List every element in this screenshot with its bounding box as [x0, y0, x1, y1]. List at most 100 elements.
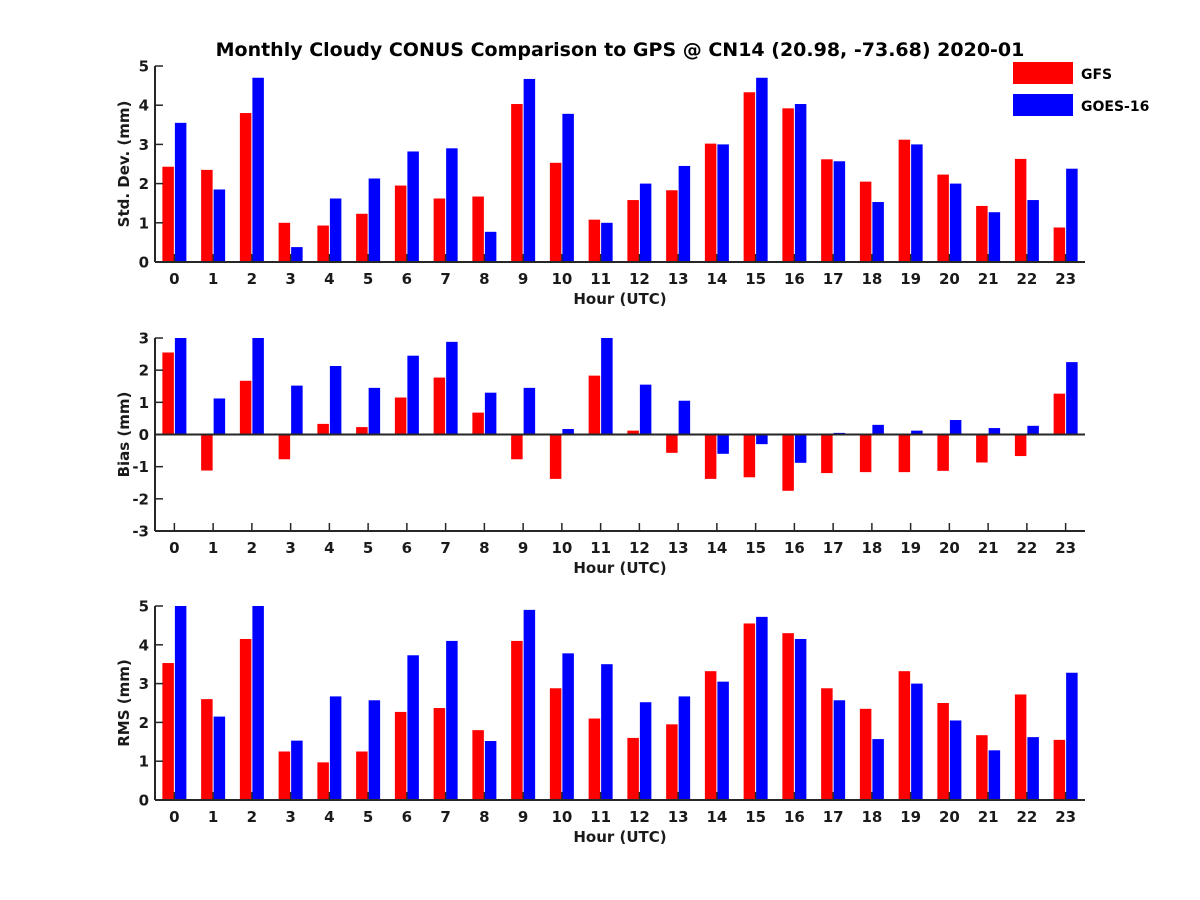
y-tick-label-std-dev: 3	[139, 136, 149, 154]
bar-bias-gfs-hour-1	[201, 434, 213, 471]
bar-rms-gfs-hour-2	[239, 638, 252, 800]
bar-rms-goes16-hour-18	[872, 739, 884, 800]
y-tick-label-bias: 1	[139, 394, 149, 412]
x-tick-label-std-dev: 10	[551, 270, 572, 288]
bar-rms-gfs-hour-12	[627, 737, 639, 800]
y-tick-label-rms: 4	[139, 636, 149, 654]
y-tick-label-std-dev: 4	[139, 97, 149, 115]
x-tick-label-std-dev: 14	[706, 270, 727, 288]
bar-rms-goes16-hour-17	[833, 700, 846, 800]
bar-std-dev-goes16-hour-19	[911, 144, 923, 262]
bar-rms-gfs-hour-0	[162, 663, 174, 800]
bar-rms-goes16-hour-23	[1066, 672, 1078, 800]
bar-std-dev-goes16-hour-10	[562, 113, 574, 262]
bar-std-dev-goes16-hour-15	[756, 77, 768, 262]
bar-std-dev-gfs-hour-13	[666, 190, 678, 262]
bar-rms-gfs-hour-17	[821, 688, 833, 800]
x-tick-label-bias: 2	[247, 539, 257, 557]
y-tick-label-rms: 3	[139, 675, 149, 693]
y-tick-label-std-dev: 0	[139, 254, 149, 272]
bar-bias-goes16-hour-7	[446, 341, 458, 435]
bar-std-dev-gfs-hour-20	[937, 174, 949, 262]
bar-bias-gfs-hour-21	[976, 434, 988, 463]
x-tick-label-bias: 5	[363, 539, 373, 557]
bar-std-dev-goes16-hour-22	[1027, 200, 1039, 262]
x-tick-label-rms: 15	[745, 808, 766, 826]
bar-std-dev-gfs-hour-3	[278, 222, 291, 262]
bar-std-dev-gfs-hour-8	[472, 196, 484, 262]
y-tick-label-bias: 3	[139, 330, 149, 348]
x-tick-label-std-dev: 7	[440, 270, 450, 288]
x-tick-label-bias: 18	[861, 539, 882, 557]
bar-bias-goes16-hour-6	[407, 355, 419, 435]
bar-rms-goes16-hour-16	[794, 638, 807, 800]
bar-rms-goes16-hour-14	[717, 681, 729, 800]
bar-std-dev-goes16-hour-6	[407, 151, 419, 262]
bar-rms-gfs-hour-11	[588, 718, 601, 800]
bar-std-dev-goes16-hour-11	[601, 222, 613, 262]
bar-std-dev-gfs-hour-22	[1014, 158, 1027, 262]
bar-std-dev-goes16-hour-2	[252, 77, 264, 262]
x-tick-label-std-dev: 12	[629, 270, 650, 288]
bar-rms-gfs-hour-1	[201, 699, 213, 800]
legend-label-goes16: GOES-16	[1081, 99, 1149, 115]
x-axis-label-rms: Hour (UTC)	[573, 828, 666, 846]
bar-bias-gfs-hour-8	[472, 412, 484, 435]
x-tick-label-rms: 10	[551, 808, 572, 826]
x-tick-label-rms: 20	[939, 808, 960, 826]
x-tick-label-bias: 15	[745, 539, 766, 557]
y-tick-label-std-dev: 5	[139, 58, 149, 76]
bar-rms-goes16-hour-15	[756, 616, 768, 800]
bar-std-dev-gfs-hour-9	[511, 104, 523, 263]
bar-std-dev-goes16-hour-23	[1066, 168, 1078, 262]
bar-std-dev-gfs-hour-4	[317, 225, 329, 262]
bar-std-dev-goes16-hour-20	[949, 183, 962, 262]
bar-bias-gfs-hour-18	[859, 434, 872, 473]
x-tick-label-rms: 5	[363, 808, 373, 826]
y-tick-label-std-dev: 2	[139, 175, 149, 193]
x-tick-label-std-dev: 9	[518, 270, 528, 288]
x-tick-label-rms: 0	[169, 808, 179, 826]
y-tick-label-bias: 2	[139, 362, 149, 380]
x-tick-label-std-dev: 22	[1016, 270, 1037, 288]
x-tick-label-std-dev: 0	[169, 270, 179, 288]
x-tick-label-rms: 2	[247, 808, 257, 826]
bar-rms-gfs-hour-19	[898, 671, 911, 800]
x-tick-label-bias: 11	[590, 539, 611, 557]
y-tick-label-rms: 1	[139, 753, 149, 771]
bar-std-dev-gfs-hour-2	[239, 113, 252, 262]
x-tick-label-rms: 19	[900, 808, 921, 826]
bar-rms-gfs-hour-5	[356, 751, 368, 800]
chart-title: Monthly Cloudy CONUS Comparison to GPS @…	[216, 39, 1025, 61]
x-tick-label-bias: 21	[978, 539, 999, 557]
bar-rms-goes16-hour-7	[446, 640, 458, 800]
y-axis-label-bias: Bias (mm)	[115, 392, 133, 478]
bar-bias-gfs-hour-23	[1053, 393, 1066, 435]
x-tick-label-bias: 10	[551, 539, 572, 557]
bar-bias-gfs-hour-15	[743, 434, 756, 478]
bar-std-dev-goes16-hour-18	[872, 202, 884, 262]
bar-bias-goes16-hour-21	[988, 428, 1001, 435]
x-tick-label-std-dev: 4	[324, 270, 334, 288]
bar-bias-gfs-hour-22	[1014, 434, 1027, 457]
bar-rms-gfs-hour-6	[394, 711, 407, 800]
bar-rms-gfs-hour-15	[743, 623, 756, 800]
x-tick-label-rms: 9	[518, 808, 528, 826]
bar-bias-goes16-hour-5	[368, 387, 381, 435]
x-tick-label-std-dev: 11	[590, 270, 611, 288]
x-tick-label-bias: 23	[1055, 539, 1076, 557]
x-tick-label-rms: 23	[1055, 808, 1076, 826]
x-tick-label-bias: 20	[939, 539, 960, 557]
bar-rms-gfs-hour-4	[317, 762, 329, 800]
bar-rms-goes16-hour-2	[252, 606, 264, 800]
bar-bias-goes16-hour-20	[949, 420, 962, 435]
x-tick-label-rms: 4	[324, 808, 334, 826]
bar-bias-goes16-hour-8	[484, 392, 497, 435]
x-tick-label-std-dev: 6	[402, 270, 412, 288]
legend-swatch-goes16	[1013, 94, 1073, 116]
bar-rms-goes16-hour-21	[988, 750, 1001, 800]
x-tick-label-bias: 12	[629, 539, 650, 557]
x-tick-label-bias: 6	[402, 539, 412, 557]
bar-rms-goes16-hour-19	[911, 683, 923, 800]
